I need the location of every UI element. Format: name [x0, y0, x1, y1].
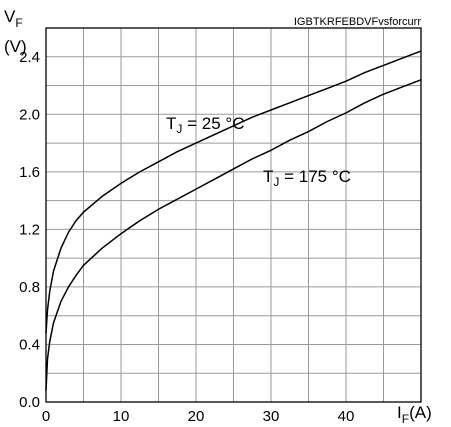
- y-tick-label: 0.8: [19, 279, 40, 296]
- y-tick-label: 1.6: [19, 164, 40, 181]
- y-tick-labels: 0.0 0.4 0.8 1.2 1.6 2.0 2.4: [19, 49, 40, 411]
- y-tick-label: 1.2: [19, 221, 40, 238]
- series-label-175c: TJ = 175 °C: [263, 167, 351, 189]
- y-axis-title: VF: [4, 7, 23, 30]
- x-tick-labels: 0 10 20 30 40: [42, 408, 355, 425]
- series-label-175c-text: = 175 °C: [279, 167, 351, 186]
- x-tick-label: 10: [113, 408, 130, 425]
- grid-lines: [46, 28, 421, 402]
- y-axis-symbol: V: [4, 7, 16, 26]
- series-label-25c-subscript: J: [176, 122, 182, 136]
- x-axis-unit: (A): [409, 403, 432, 422]
- series-label-25c-text: = 25 °C: [182, 114, 244, 133]
- x-axis-subscript: F: [402, 412, 409, 426]
- y-axis-subscript: F: [15, 16, 22, 30]
- y-tick-label: 0.0: [19, 394, 40, 411]
- y-tick-label: 2.4: [19, 49, 40, 66]
- series-label-175c-subscript: J: [273, 175, 279, 189]
- x-tick-label: 0: [42, 408, 50, 425]
- chart-reference-label: IGBTKRFEBDVFvsforcurr: [294, 16, 421, 28]
- plot-frame: [45, 27, 422, 403]
- series-label-25c: TJ = 25 °C: [166, 114, 244, 136]
- x-tick-label: 20: [188, 408, 205, 425]
- series-label-175c-symbol: T: [263, 167, 273, 186]
- curves: [45, 50, 422, 392]
- x-tick-label: 30: [263, 408, 280, 425]
- y-axis-unit: (V): [4, 37, 27, 56]
- curve-tj-25c: [45, 50, 422, 334]
- y-tick-label: 0.4: [19, 336, 40, 353]
- y-tick-label: 2.0: [19, 106, 40, 123]
- x-tick-label: 40: [338, 408, 355, 425]
- x-axis-title: IF(A): [397, 403, 432, 426]
- x-axis-symbol: I: [397, 403, 402, 422]
- curve-tj-175c: [45, 79, 422, 392]
- series-label-25c-symbol: T: [166, 114, 176, 133]
